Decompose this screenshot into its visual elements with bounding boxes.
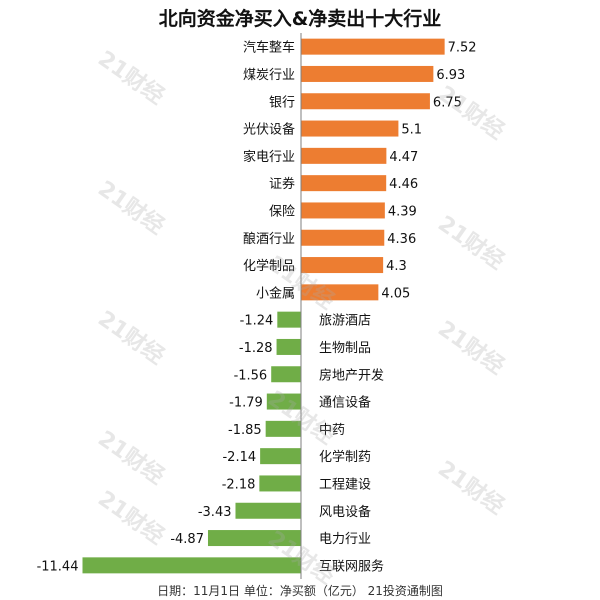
category-label: 汽车整车 xyxy=(243,40,295,56)
category-label: 通信设备 xyxy=(319,395,371,411)
value-label: -11.44 xyxy=(37,559,79,574)
value-label: 4.47 xyxy=(389,150,418,165)
bar xyxy=(82,557,301,574)
category-label: 互联网服务 xyxy=(319,558,384,574)
category-label: 酿酒行业 xyxy=(243,231,295,247)
bar xyxy=(301,257,384,274)
value-label: -1.79 xyxy=(229,396,263,411)
category-label: 证券 xyxy=(269,176,295,192)
bar xyxy=(301,147,387,164)
bar xyxy=(207,530,301,547)
value-label: 7.52 xyxy=(448,41,477,56)
category-label: 工程建设 xyxy=(319,477,371,492)
bar xyxy=(301,120,399,137)
value-label: 4.39 xyxy=(388,204,417,219)
bar xyxy=(301,229,385,246)
value-label: 4.05 xyxy=(381,286,410,301)
bar xyxy=(276,338,301,355)
category-label: 小金属 xyxy=(256,285,295,301)
bar xyxy=(301,284,379,301)
value-label: 4.46 xyxy=(389,177,418,192)
category-label: 生物制品 xyxy=(319,341,371,356)
value-label: -1.28 xyxy=(239,341,273,356)
bar xyxy=(271,366,301,383)
category-label: 中药 xyxy=(319,423,345,438)
value-label: -2.14 xyxy=(222,450,256,465)
category-label: 房地产开发 xyxy=(319,367,384,383)
category-label: 光伏设备 xyxy=(243,122,295,138)
value-label: -1.56 xyxy=(234,368,268,383)
category-label: 旅游酒店 xyxy=(319,314,371,329)
bar xyxy=(301,202,385,219)
category-label: 化学制品 xyxy=(243,258,295,274)
bar xyxy=(235,502,301,519)
category-label: 银行 xyxy=(269,95,295,110)
chart-title: 北向资金净买入&净卖出十大行业 xyxy=(158,8,442,30)
value-label: -2.18 xyxy=(222,477,256,492)
bar xyxy=(301,65,434,82)
bar xyxy=(260,448,301,465)
bar xyxy=(259,475,301,492)
value-label: -4.87 xyxy=(170,532,204,547)
value-label: 4.36 xyxy=(387,232,416,247)
category-label: 煤炭行业 xyxy=(243,68,295,83)
category-label: 电力行业 xyxy=(319,532,371,547)
bar xyxy=(301,38,445,55)
value-label: 5.1 xyxy=(401,123,422,138)
bar xyxy=(265,420,301,437)
bar xyxy=(301,93,430,110)
bar xyxy=(277,311,301,328)
value-label: 6.93 xyxy=(436,68,465,83)
value-label: 4.3 xyxy=(386,259,407,274)
category-label: 家电行业 xyxy=(243,149,295,165)
value-label: -1.85 xyxy=(228,423,262,438)
category-label: 风电设备 xyxy=(319,504,371,520)
value-label: 6.75 xyxy=(433,95,462,110)
value-label: -1.24 xyxy=(240,314,274,329)
bar xyxy=(301,175,387,192)
category-label: 保险 xyxy=(269,204,295,219)
bar xyxy=(266,393,301,410)
value-label: -3.43 xyxy=(198,505,232,520)
category-label: 化学制药 xyxy=(319,449,371,465)
source-note: 日期：11月1日 单位：净买额（亿元） 21投资通制图 xyxy=(157,584,443,598)
